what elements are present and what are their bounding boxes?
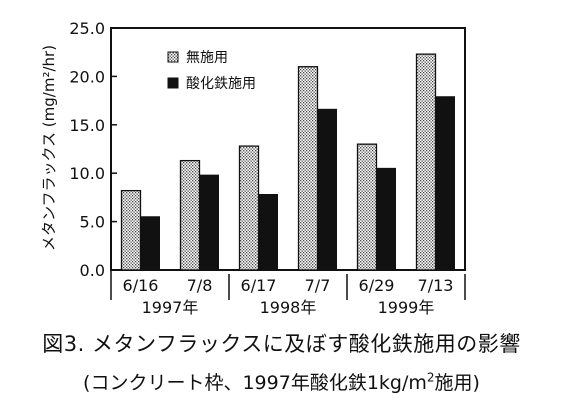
y-tick-label: 10.0	[69, 164, 105, 183]
subcaption-superscript: 2	[426, 370, 435, 385]
bar-no-application	[238, 145, 260, 271]
bar-iron-oxide	[376, 167, 396, 271]
y-tick-label: 20.0	[69, 67, 105, 86]
bar-iron-oxide	[435, 96, 455, 271]
y-tick-label: 0.0	[80, 261, 105, 280]
subcaption-text-a: (コンクリート枠、1997年酸化鉄1kg/m	[83, 372, 427, 394]
figure-caption: 図3. メタンフラックスに及ぼす酸化鉄施用の影響	[42, 332, 521, 356]
bar-no-application	[297, 66, 319, 271]
x-tick-label: 7/7	[305, 276, 331, 295]
subcaption-text-b: 施用)	[434, 372, 480, 394]
year-label: 1998年	[260, 298, 317, 317]
legend-swatch-iron-oxide	[167, 77, 179, 89]
bar-no-application	[120, 189, 142, 271]
bar-iron-oxide	[317, 108, 337, 271]
x-tick-label: 7/13	[418, 276, 454, 295]
y-tick-label: 25.0	[69, 19, 105, 38]
x-tick-label: 7/8	[187, 276, 213, 295]
y-axis-label: メタンフラックス (mg/m²/hr)	[40, 45, 58, 251]
legend-label-iron-oxide: 酸化鉄施用	[186, 76, 256, 92]
y-tick-label: 15.0	[69, 116, 105, 135]
bar-iron-oxide	[258, 193, 278, 271]
legend-label-no-application: 無施用	[186, 50, 228, 66]
x-tick-label: 6/16	[123, 276, 159, 295]
legend-swatch-no-application	[167, 51, 179, 63]
year-label: 1999年	[378, 298, 435, 317]
figure-subcaption: (コンクリート枠、1997年酸化鉄1kg/m2施用)	[0, 368, 563, 395]
x-tick-label: 6/17	[241, 276, 277, 295]
x-tick-label: 6/29	[359, 276, 395, 295]
year-label: 1997年	[142, 298, 199, 317]
bar-no-application	[356, 143, 378, 271]
bar-iron-oxide	[140, 216, 160, 271]
bar-no-application	[415, 53, 437, 271]
plot-frame	[110, 27, 466, 271]
bar-iron-oxide	[199, 174, 219, 271]
y-tick-label: 5.0	[80, 213, 105, 232]
bar-no-application	[179, 159, 201, 271]
